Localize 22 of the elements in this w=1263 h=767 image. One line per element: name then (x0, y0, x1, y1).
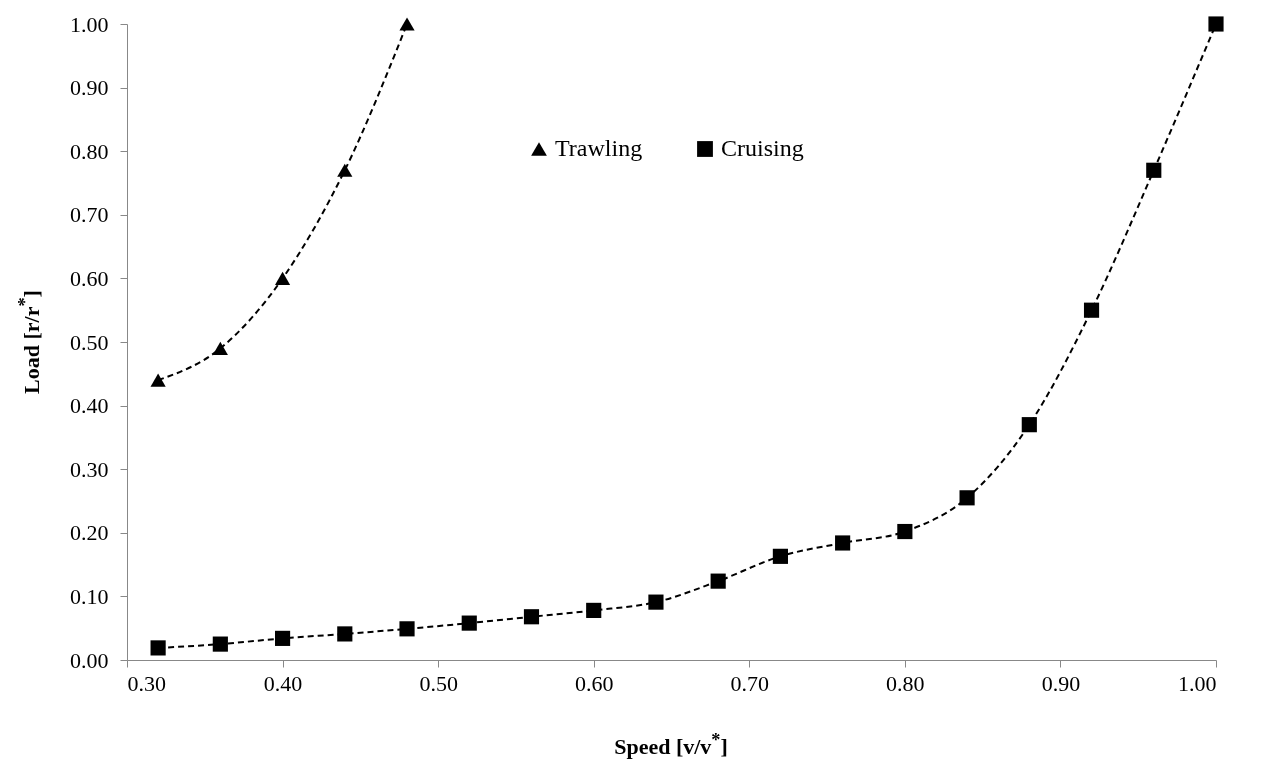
y-tick-label: 1.00 (70, 11, 109, 37)
y-tick-label: 0.10 (70, 583, 109, 609)
y-tick-label: 0.80 (70, 138, 109, 164)
y-tick-label: 0.00 (70, 647, 109, 673)
x-tick-label: 0.30 (127, 670, 166, 696)
y-tick-label: 0.90 (70, 75, 109, 101)
legend-label: Trawling (555, 135, 643, 161)
y-tick-label: 0.50 (70, 329, 109, 355)
x-tick-label: 1.00 (1178, 670, 1217, 696)
x-axis-title: Speed [v/v$^{*}$] (614, 729, 728, 761)
x-tick-label: 0.40 (263, 670, 303, 696)
x-tick-label: 0.90 (1041, 670, 1081, 696)
x-tick-label: 0.80 (886, 670, 925, 696)
y-tick-label: 0.60 (70, 265, 109, 291)
y-tick-label: 0.30 (70, 456, 109, 482)
x-tick-label: 0.60 (574, 670, 614, 696)
x-tick-label: 0.70 (730, 670, 770, 696)
y-tick-label: 0.70 (70, 202, 109, 228)
legend-label: Cruising (721, 135, 804, 161)
y-tick-label: 0.20 (70, 520, 109, 546)
x-tick-label: 0.50 (419, 670, 458, 696)
y-tick-label: 0.40 (70, 393, 109, 419)
